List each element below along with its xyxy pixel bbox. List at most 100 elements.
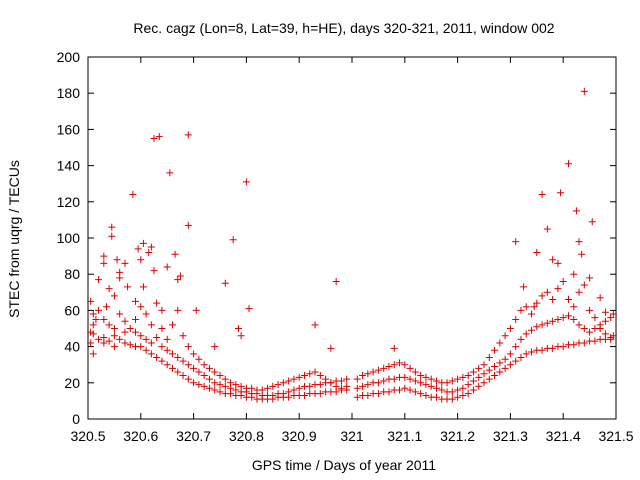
data-point bbox=[116, 274, 124, 282]
data-point bbox=[607, 335, 615, 343]
x-tick-label: 320.6 bbox=[123, 428, 158, 444]
data-point bbox=[517, 335, 525, 343]
data-point bbox=[153, 353, 161, 361]
data-point bbox=[195, 381, 203, 389]
data-point bbox=[591, 314, 599, 322]
data-point bbox=[102, 303, 110, 311]
data-point bbox=[137, 303, 145, 311]
data-point bbox=[385, 388, 393, 396]
data-point bbox=[380, 364, 388, 372]
data-point bbox=[105, 321, 113, 329]
data-point bbox=[147, 243, 155, 251]
data-point bbox=[454, 386, 462, 394]
x-tick-label: 321.1 bbox=[387, 428, 422, 444]
data-point bbox=[464, 372, 472, 380]
y-tick-label: 100 bbox=[57, 230, 81, 246]
data-point bbox=[459, 373, 467, 381]
data-point bbox=[306, 382, 314, 390]
data-point bbox=[279, 390, 287, 398]
data-point bbox=[184, 361, 192, 369]
data-point bbox=[216, 388, 224, 396]
data-point bbox=[108, 223, 116, 231]
data-point bbox=[179, 357, 187, 365]
data-point bbox=[543, 225, 551, 233]
data-point bbox=[601, 308, 609, 316]
data-point bbox=[245, 305, 253, 313]
data-point bbox=[374, 366, 382, 374]
data-point bbox=[147, 321, 155, 329]
x-tick-label: 321.5 bbox=[598, 428, 633, 444]
data-point bbox=[564, 160, 572, 168]
data-point bbox=[522, 303, 530, 311]
data-point bbox=[533, 248, 541, 256]
x-tick-label: 321.4 bbox=[546, 428, 581, 444]
chart-title: Rec. cagz (Lon=8, Lat=39, h=HE), days 32… bbox=[133, 20, 554, 36]
data-point bbox=[570, 315, 578, 323]
data-point bbox=[327, 344, 335, 352]
data-point bbox=[580, 339, 588, 347]
data-point bbox=[184, 375, 192, 383]
data-point bbox=[464, 390, 472, 398]
y-tick-label: 140 bbox=[57, 158, 81, 174]
data-point bbox=[364, 370, 372, 378]
data-point bbox=[113, 256, 121, 264]
data-point bbox=[353, 384, 361, 392]
data-point bbox=[520, 283, 528, 291]
data-point bbox=[607, 314, 615, 322]
data-point bbox=[570, 270, 578, 278]
data-point bbox=[528, 348, 536, 356]
data-point bbox=[491, 363, 499, 371]
data-point bbox=[248, 384, 256, 392]
data-point bbox=[512, 315, 520, 323]
data-point bbox=[211, 343, 219, 351]
data-point bbox=[337, 377, 345, 385]
y-tick-label: 160 bbox=[57, 121, 81, 137]
data-point bbox=[327, 379, 335, 387]
data-point bbox=[150, 134, 158, 142]
data-point bbox=[322, 375, 330, 383]
data-point bbox=[142, 310, 150, 318]
data-point bbox=[485, 366, 493, 374]
data-points bbox=[87, 87, 617, 403]
data-point bbox=[528, 310, 536, 318]
data-point bbox=[190, 364, 198, 372]
data-point bbox=[337, 384, 345, 392]
data-point bbox=[353, 393, 361, 401]
data-point bbox=[211, 379, 219, 387]
data-point bbox=[145, 248, 153, 256]
data-point bbox=[100, 259, 108, 267]
data-point bbox=[126, 325, 134, 332]
data-point bbox=[200, 372, 208, 380]
x-tick-label: 320.9 bbox=[282, 428, 317, 444]
data-point bbox=[390, 344, 398, 352]
data-point bbox=[364, 381, 372, 389]
data-point bbox=[166, 169, 174, 177]
data-point bbox=[108, 232, 116, 240]
data-point bbox=[105, 285, 113, 293]
data-point bbox=[174, 368, 182, 376]
data-point bbox=[295, 373, 303, 381]
data-point bbox=[549, 317, 557, 325]
data-point bbox=[459, 391, 467, 399]
data-point bbox=[374, 379, 382, 387]
data-point bbox=[554, 259, 562, 267]
data-point bbox=[564, 296, 572, 304]
data-point bbox=[559, 343, 567, 351]
data-point bbox=[385, 363, 393, 371]
x-tick-label: 320.5 bbox=[70, 428, 105, 444]
data-point bbox=[134, 245, 142, 253]
data-point bbox=[205, 384, 213, 392]
data-point bbox=[95, 335, 103, 343]
x-tick-label: 321.3 bbox=[493, 428, 528, 444]
data-point bbox=[221, 382, 229, 390]
data-point bbox=[179, 332, 187, 340]
data-point bbox=[575, 238, 583, 246]
data-point bbox=[469, 386, 477, 394]
data-point bbox=[311, 321, 319, 329]
data-point bbox=[406, 375, 414, 383]
data-point bbox=[110, 343, 118, 351]
data-point bbox=[359, 372, 367, 380]
data-point bbox=[200, 361, 208, 369]
data-point bbox=[538, 191, 546, 199]
data-point bbox=[168, 350, 176, 358]
